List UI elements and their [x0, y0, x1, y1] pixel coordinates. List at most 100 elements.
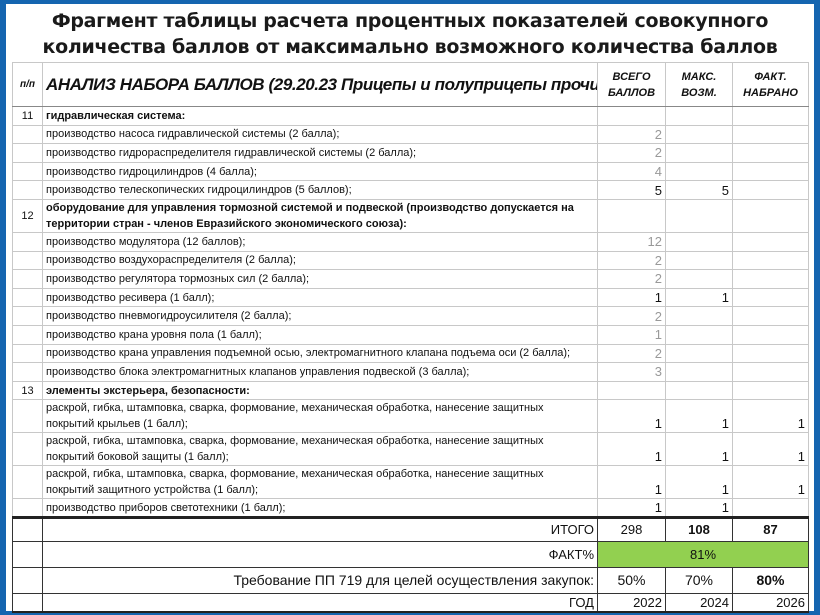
table-row: производство приборов светотехники (1 ба…	[12, 498, 809, 518]
row-fact	[732, 287, 809, 308]
row-number	[12, 306, 43, 326]
row-max: 1	[665, 465, 733, 500]
row-number	[12, 124, 43, 145]
table-row: производство модулятора (12 баллов); 12	[12, 231, 809, 252]
header-total: ВСЕГО БАЛЛОВ	[597, 62, 666, 107]
row-number	[12, 465, 43, 500]
empty-cell	[12, 592, 43, 614]
row-number	[12, 287, 43, 308]
table-row: производство телескопических гидроцилинд…	[12, 180, 809, 200]
row-fact	[732, 231, 809, 252]
row-fact	[732, 498, 809, 518]
header-num: п/п	[12, 62, 43, 107]
row-number	[12, 362, 43, 382]
row-total: 1	[597, 399, 666, 434]
row-total: 1	[597, 287, 666, 308]
row-total: 2	[597, 124, 666, 145]
row-number	[12, 269, 43, 289]
row-max	[665, 343, 733, 364]
year-3: 2026	[732, 592, 809, 614]
table-row: производство гидроцилиндров (4 балла); 4	[12, 161, 809, 182]
row-number: 11	[12, 106, 43, 126]
table-row: производство крана уровня пола (1 балл);…	[12, 324, 809, 345]
table-row: производство воздухораспределителя (2 ба…	[12, 250, 809, 271]
header-title: АНАЛИЗ НАБОРА БАЛЛОВ (29.20.23 Прицепы и…	[42, 62, 598, 107]
row-max	[665, 380, 733, 401]
row-number	[12, 343, 43, 364]
row-fact	[732, 343, 809, 364]
row-fact	[732, 198, 809, 233]
table-row: производство регулятора тормозных сил (2…	[12, 269, 809, 289]
header-fact: ФАКТ. НАБРАНО	[732, 62, 809, 107]
header-row: п/п АНАЛИЗ НАБОРА БАЛЛОВ (29.20.23 Прице…	[12, 62, 809, 107]
table-row: производство насоса гидравлической систе…	[12, 124, 809, 145]
itogo-label: ИТОГО	[42, 515, 598, 542]
row-description: производство ресивера (1 балл);	[42, 287, 598, 308]
row-fact: 1	[732, 465, 809, 500]
row-max	[665, 198, 733, 233]
year-2: 2024	[665, 592, 733, 614]
row-total: 12	[597, 231, 666, 252]
table-row: раскрой, гибка, штамповка, сварка, формо…	[12, 432, 809, 467]
itogo-total: 298	[597, 515, 666, 542]
row-fact	[732, 106, 809, 126]
row-total: 1	[597, 498, 666, 518]
row-max: 1	[665, 287, 733, 308]
row-description: производство гидрораспределителя гидравл…	[42, 143, 598, 163]
row-description: оборудование для управления тормозной си…	[42, 198, 598, 233]
row-total: 4	[597, 161, 666, 182]
row-fact: 1	[732, 432, 809, 467]
empty-cell	[12, 540, 43, 568]
row-max	[665, 143, 733, 163]
row-number	[12, 250, 43, 271]
row-description: производство регулятора тормозных сил (2…	[42, 269, 598, 289]
row-total	[597, 380, 666, 401]
itogo-max: 108	[665, 515, 733, 542]
itogo-row: ИТОГО 298 108 87	[12, 515, 809, 542]
row-description: производство пневмогидроусилителя (2 бал…	[42, 306, 598, 326]
row-max	[665, 124, 733, 145]
table-row: производство ресивера (1 балл); 1 1	[12, 287, 809, 308]
row-total: 3	[597, 362, 666, 382]
row-total: 5	[597, 180, 666, 200]
fact-pct-row: ФАКТ% 81%	[12, 540, 809, 568]
row-number	[12, 399, 43, 434]
row-description: производство крана управления подъемной …	[42, 343, 598, 364]
row-number: 12	[12, 198, 43, 233]
row-fact	[732, 306, 809, 326]
year-1: 2022	[597, 592, 666, 614]
row-number	[12, 498, 43, 518]
row-fact	[732, 124, 809, 145]
row-description: гидравлическая система:	[42, 106, 598, 126]
row-fact	[732, 380, 809, 401]
row-fact	[732, 269, 809, 289]
row-max: 1	[665, 498, 733, 518]
row-description: раскрой, гибка, штамповка, сварка, формо…	[42, 399, 598, 434]
row-description: производство насоса гидравлической систе…	[42, 124, 598, 145]
empty-cell	[12, 566, 43, 594]
row-max	[665, 269, 733, 289]
row-description: производство гидроцилиндров (4 балла);	[42, 161, 598, 182]
table-row: 13 элементы экстерьера, безопасности:	[12, 380, 809, 401]
row-fact	[732, 143, 809, 163]
table-row: раскрой, гибка, штамповка, сварка, формо…	[12, 399, 809, 434]
row-total	[597, 198, 666, 233]
row-number	[12, 161, 43, 182]
table-row: производство крана управления подъемной …	[12, 343, 809, 364]
row-fact	[732, 362, 809, 382]
year-label: ГОД	[42, 592, 598, 614]
row-description: производство телескопических гидроцилинд…	[42, 180, 598, 200]
row-total: 2	[597, 269, 666, 289]
row-max: 1	[665, 432, 733, 467]
row-number	[12, 143, 43, 163]
row-number	[12, 432, 43, 467]
table-row: производство гидрораспределителя гидравл…	[12, 143, 809, 163]
row-number	[12, 231, 43, 252]
row-description: производство приборов светотехники (1 ба…	[42, 498, 598, 518]
row-max	[665, 231, 733, 252]
row-total: 1	[597, 465, 666, 500]
row-max	[665, 250, 733, 271]
row-fact	[732, 324, 809, 345]
requirement-label: Требование ПП 719 для целей осуществлени…	[42, 566, 598, 594]
table-row: раскрой, гибка, штамповка, сварка, формо…	[12, 465, 809, 500]
